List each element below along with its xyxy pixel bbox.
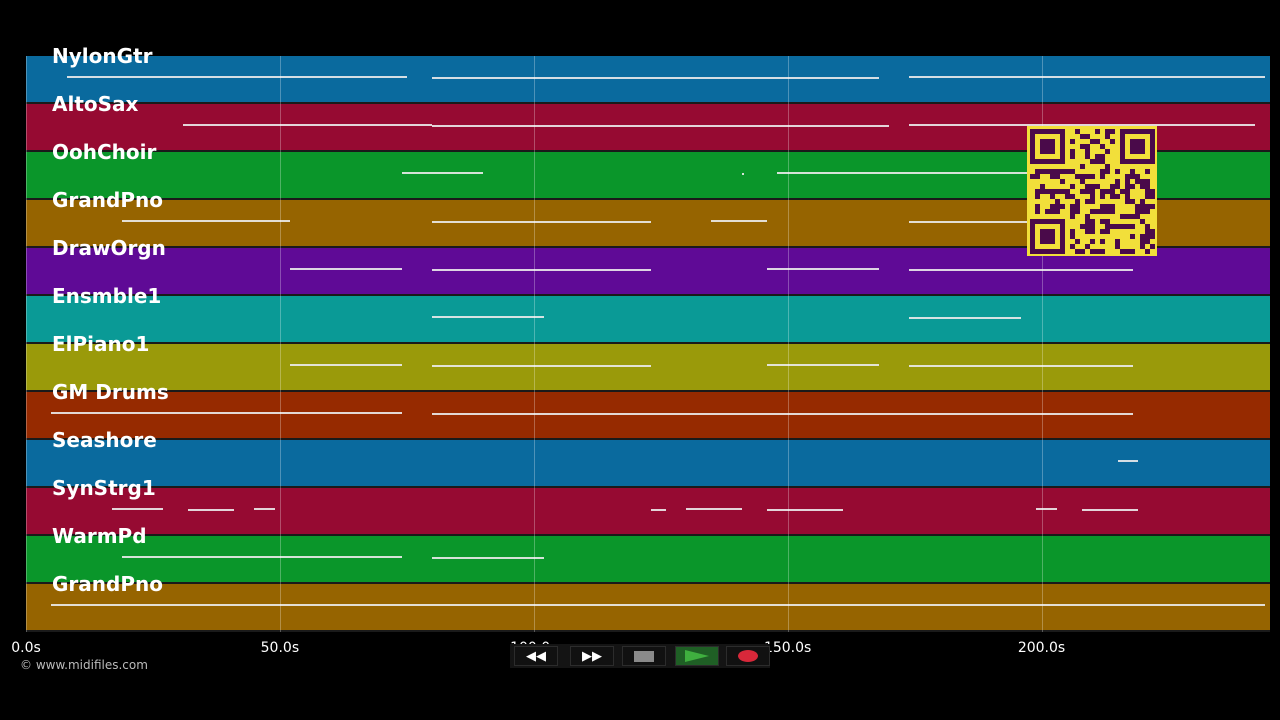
note-segment bbox=[432, 269, 651, 271]
note-segment bbox=[909, 221, 1067, 223]
track-label: AltoSax bbox=[52, 92, 139, 116]
track-label: Seashore bbox=[52, 428, 157, 452]
track-lane bbox=[26, 536, 1270, 582]
lane-divider bbox=[26, 582, 1270, 584]
lane-divider bbox=[26, 294, 1270, 296]
note-segment bbox=[183, 124, 433, 126]
note-segment bbox=[254, 508, 275, 510]
track-label: GrandPno bbox=[52, 188, 163, 212]
note-segment bbox=[112, 508, 164, 510]
note-segment bbox=[909, 124, 1255, 126]
time-tick-label: 50.0s bbox=[260, 640, 300, 656]
time-tick-label: 150.0s bbox=[763, 640, 812, 656]
note-segment bbox=[909, 317, 1022, 319]
note-segment bbox=[686, 508, 742, 510]
note-segment bbox=[122, 220, 291, 222]
note-segment bbox=[650, 509, 666, 511]
note-segment bbox=[909, 269, 1133, 271]
copyright-credit: © www.midifiles.com bbox=[20, 658, 148, 672]
fast-forward-button[interactable]: ▶▶ bbox=[570, 646, 614, 666]
note-segment bbox=[432, 365, 651, 367]
transport-bar: ◀◀ ▶▶ bbox=[510, 644, 770, 668]
track-label: ElPiano1 bbox=[52, 332, 150, 356]
note-segment bbox=[1036, 508, 1057, 510]
stop-button[interactable] bbox=[622, 646, 666, 666]
track-lane bbox=[26, 584, 1270, 630]
rewind-icon: ◀◀ bbox=[526, 648, 546, 664]
track-label: WarmPd bbox=[52, 524, 147, 548]
time-tick-label: 200.0s bbox=[1017, 640, 1066, 656]
fast-forward-icon: ▶▶ bbox=[582, 648, 602, 664]
lane-divider bbox=[26, 198, 1270, 200]
qr-code-icon bbox=[1027, 126, 1157, 256]
track-label: GM Drums bbox=[52, 380, 169, 404]
track-lane bbox=[26, 440, 1270, 486]
note-segment bbox=[767, 509, 844, 511]
lane-divider bbox=[26, 246, 1270, 248]
track-label: SynStrg1 bbox=[52, 476, 156, 500]
track-lane bbox=[26, 344, 1270, 390]
note-segment bbox=[432, 221, 651, 223]
track-label: OohChoir bbox=[52, 140, 157, 164]
rewind-button[interactable]: ◀◀ bbox=[514, 646, 558, 666]
note-segment bbox=[909, 76, 1265, 78]
note-segment bbox=[777, 172, 1057, 174]
play-button[interactable] bbox=[675, 646, 719, 666]
note-segment bbox=[290, 268, 402, 270]
note-segment bbox=[711, 220, 768, 222]
note-segment bbox=[767, 268, 880, 270]
note-segment bbox=[432, 316, 544, 318]
note-segment bbox=[767, 364, 880, 366]
record-icon bbox=[738, 650, 758, 662]
lane-divider bbox=[26, 534, 1270, 536]
stop-icon bbox=[634, 650, 654, 662]
track-label: Ensmble1 bbox=[52, 284, 162, 308]
lane-divider bbox=[26, 486, 1270, 488]
track-lane bbox=[26, 392, 1270, 438]
grid-line bbox=[279, 56, 281, 632]
note-segment bbox=[290, 364, 402, 366]
note-segment bbox=[432, 77, 880, 79]
record-button[interactable] bbox=[726, 646, 770, 666]
note-segment bbox=[1082, 509, 1138, 511]
grid-line bbox=[26, 56, 27, 632]
track-label: DrawOrgn bbox=[52, 236, 166, 260]
note-segment bbox=[188, 509, 235, 511]
note-segment bbox=[741, 173, 744, 175]
note-segment bbox=[51, 412, 402, 414]
note-segment bbox=[432, 413, 1133, 415]
lane-divider bbox=[26, 102, 1270, 104]
note-segment bbox=[122, 556, 402, 558]
track-lane bbox=[26, 56, 1270, 102]
note-segment bbox=[1117, 460, 1138, 462]
track-label: NylonGtr bbox=[52, 44, 153, 68]
track-label: GrandPno bbox=[52, 572, 163, 596]
note-segment bbox=[432, 125, 890, 127]
lane-divider bbox=[26, 438, 1270, 440]
note-segment bbox=[432, 557, 544, 559]
note-segment bbox=[909, 365, 1133, 367]
lane-divider bbox=[26, 390, 1270, 392]
track-lane bbox=[26, 488, 1270, 534]
grid-line bbox=[1041, 56, 1043, 632]
lane-divider bbox=[26, 150, 1270, 152]
lane-divider bbox=[26, 342, 1270, 344]
lane-divider bbox=[26, 630, 1270, 632]
note-segment bbox=[66, 76, 407, 78]
note-segment bbox=[51, 604, 1265, 606]
grid-line bbox=[533, 56, 535, 632]
time-tick-label: 0.0s bbox=[11, 640, 41, 656]
note-segment bbox=[401, 172, 483, 174]
track-lane bbox=[26, 296, 1270, 342]
play-icon bbox=[685, 650, 709, 662]
grid-line bbox=[787, 56, 789, 632]
